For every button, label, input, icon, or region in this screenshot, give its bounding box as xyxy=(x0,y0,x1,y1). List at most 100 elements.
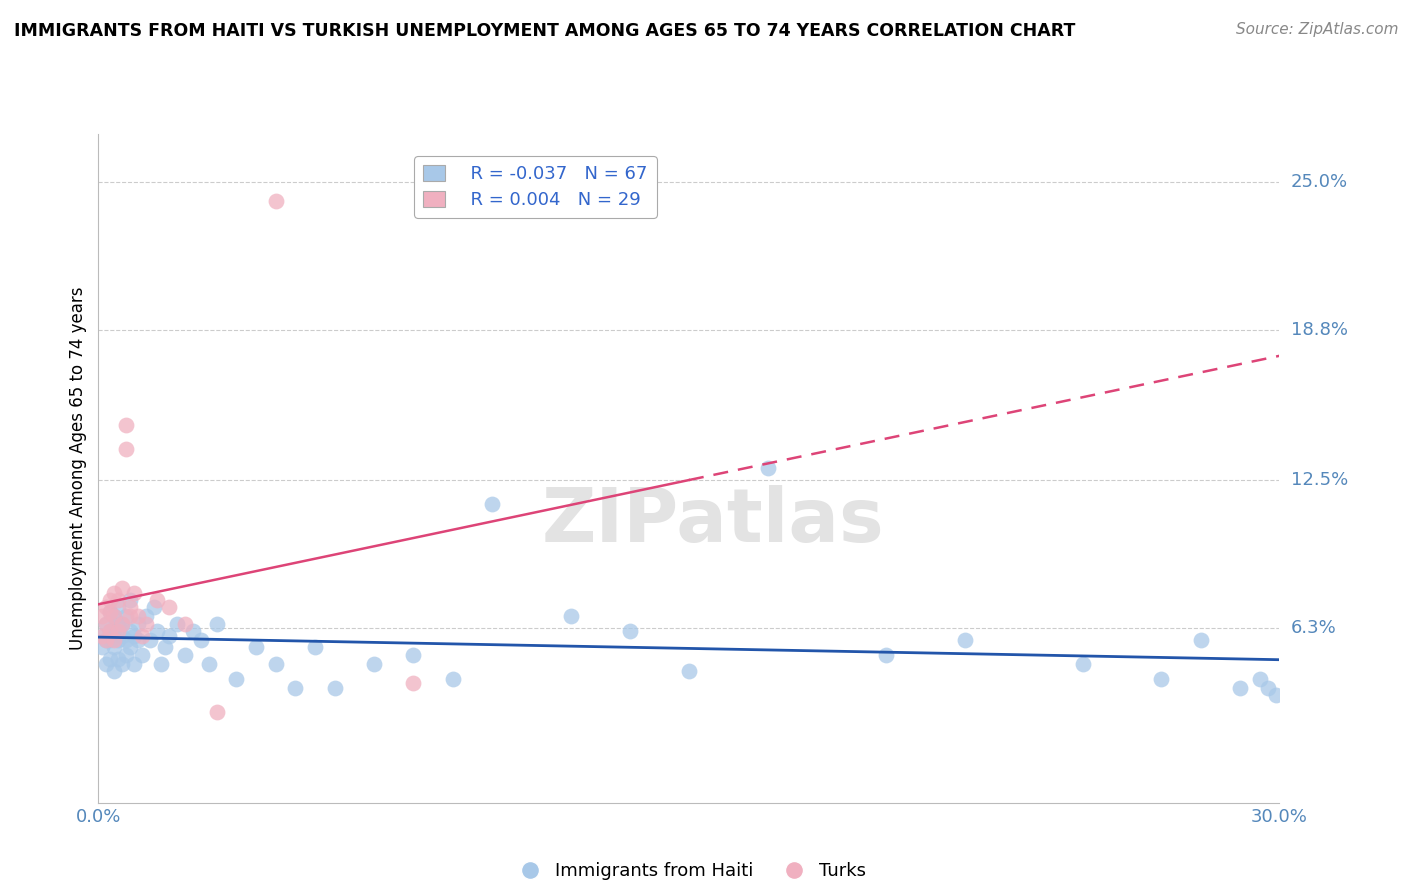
Point xyxy=(103,609,125,624)
Point xyxy=(96,616,118,631)
Point xyxy=(131,648,153,662)
Point xyxy=(127,616,149,631)
Point xyxy=(560,609,582,624)
Point xyxy=(96,599,118,614)
Point xyxy=(107,624,129,638)
Point xyxy=(98,633,121,648)
Point xyxy=(225,672,247,686)
Point xyxy=(323,681,346,695)
Text: 12.5%: 12.5% xyxy=(1291,471,1348,489)
Point xyxy=(115,633,138,648)
Point xyxy=(91,628,114,642)
Point xyxy=(96,616,118,631)
Text: 6.3%: 6.3% xyxy=(1291,619,1336,638)
Point xyxy=(441,672,464,686)
Text: 18.8%: 18.8% xyxy=(1291,321,1347,339)
Point xyxy=(245,640,267,655)
Point xyxy=(264,657,287,672)
Point xyxy=(118,624,141,638)
Point xyxy=(150,657,173,672)
Point xyxy=(146,624,169,638)
Text: Source: ZipAtlas.com: Source: ZipAtlas.com xyxy=(1236,22,1399,37)
Point xyxy=(619,624,641,638)
Point xyxy=(402,648,425,662)
Point xyxy=(103,665,125,679)
Point xyxy=(111,616,134,631)
Point xyxy=(115,609,138,624)
Point xyxy=(118,592,141,607)
Point xyxy=(166,616,188,631)
Point xyxy=(190,633,212,648)
Point xyxy=(135,616,157,631)
Point xyxy=(103,585,125,599)
Point xyxy=(107,616,129,631)
Text: IMMIGRANTS FROM HAITI VS TURKISH UNEMPLOYMENT AMONG AGES 65 TO 74 YEARS CORRELAT: IMMIGRANTS FROM HAITI VS TURKISH UNEMPLO… xyxy=(14,22,1076,40)
Point xyxy=(107,599,129,614)
Point xyxy=(953,633,976,648)
Point xyxy=(157,628,180,642)
Point xyxy=(111,616,134,631)
Point xyxy=(115,442,138,457)
Point xyxy=(1249,672,1271,686)
Legend: Immigrants from Haiti, Turks: Immigrants from Haiti, Turks xyxy=(505,855,873,888)
Point xyxy=(402,676,425,690)
Point xyxy=(115,648,138,662)
Point xyxy=(122,657,145,672)
Point xyxy=(103,633,125,648)
Point xyxy=(138,633,160,648)
Point xyxy=(756,461,779,475)
Point xyxy=(1189,633,1212,648)
Point xyxy=(91,609,114,624)
Point xyxy=(205,616,228,631)
Point xyxy=(115,418,138,433)
Point xyxy=(122,585,145,599)
Point xyxy=(678,665,700,679)
Point xyxy=(197,657,219,672)
Point xyxy=(91,628,114,642)
Y-axis label: Unemployment Among Ages 65 to 74 years: Unemployment Among Ages 65 to 74 years xyxy=(69,286,87,650)
Point xyxy=(103,624,125,638)
Point xyxy=(1071,657,1094,672)
Point xyxy=(481,497,503,511)
Point xyxy=(155,640,177,655)
Point xyxy=(304,640,326,655)
Point xyxy=(205,705,228,719)
Point xyxy=(146,592,169,607)
Point xyxy=(98,605,121,619)
Point xyxy=(131,628,153,642)
Point xyxy=(111,657,134,672)
Text: ZIPatlas: ZIPatlas xyxy=(541,485,884,558)
Point xyxy=(96,633,118,648)
Point xyxy=(363,657,385,672)
Point xyxy=(107,633,129,648)
Point xyxy=(118,640,141,655)
Point xyxy=(1257,681,1279,695)
Point xyxy=(103,640,125,655)
Text: 25.0%: 25.0% xyxy=(1291,172,1348,191)
Point xyxy=(875,648,897,662)
Point xyxy=(118,599,141,614)
Point xyxy=(1264,688,1286,702)
Point xyxy=(98,624,121,638)
Point xyxy=(91,640,114,655)
Point xyxy=(181,624,204,638)
Point xyxy=(284,681,307,695)
Point xyxy=(103,609,125,624)
Point xyxy=(157,599,180,614)
Point xyxy=(111,628,134,642)
Point xyxy=(107,592,129,607)
Point xyxy=(96,657,118,672)
Point xyxy=(142,599,165,614)
Point xyxy=(111,581,134,595)
Point xyxy=(118,609,141,624)
Point xyxy=(98,592,121,607)
Point xyxy=(107,652,129,666)
Point xyxy=(98,652,121,666)
Point xyxy=(1150,672,1173,686)
Point xyxy=(122,628,145,642)
Point xyxy=(174,616,197,631)
Point xyxy=(98,624,121,638)
Point xyxy=(1229,681,1251,695)
Point xyxy=(96,633,118,648)
Point xyxy=(135,609,157,624)
